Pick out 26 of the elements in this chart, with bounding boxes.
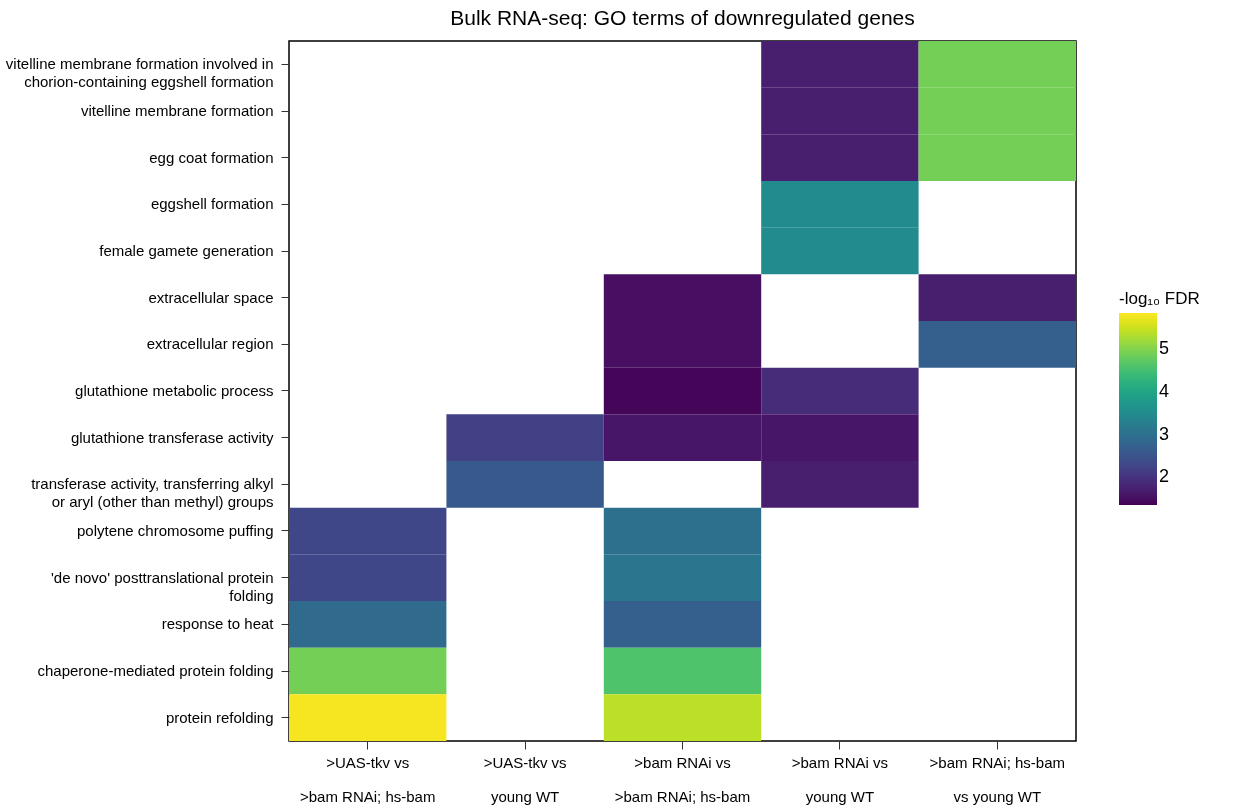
x-tick-label: >bam RNAi vs >bam RNAi; hs-bam — [614, 753, 751, 805]
y-tick-label: vitelline membrane formation involved in chorion-containing eggshell formation — [5, 55, 274, 91]
y-tick-label: extracellular space — [148, 288, 274, 306]
color-bar-label: 4 — [1159, 380, 1170, 401]
color-bar-label: 5 — [1159, 338, 1170, 359]
y-tick-label: transferase activity, transferring alkyl or aryl (other than methyl) groups — [31, 475, 274, 511]
y-tick-label: extracellular region — [146, 335, 274, 353]
x-tick-label: >bam RNAi; hs-bam vs young WT — [929, 753, 1066, 805]
legend-title: -log₁₀ FDR — [1119, 289, 1200, 308]
y-tick-label: chaperone-mediated protein folding — [37, 662, 274, 679]
y-tick-label: egg coat formation — [149, 148, 274, 166]
x-tick-label: >UAS-tkv vs >bam RNAi; hs-bam — [299, 753, 436, 805]
y-tick-label: vitelline membrane formation — [80, 102, 274, 119]
y-tick-label: response to heat — [161, 615, 275, 633]
y-tick-label: protein refolding — [165, 708, 274, 726]
y-tick-label: glutathione transferase activity — [70, 428, 274, 446]
y-tick-label: 'de novo' posttranslational protein folding — [50, 568, 274, 604]
x-tick-label: >bam RNAi vs young WT — [791, 753, 889, 805]
y-tick-label: eggshell formation — [150, 195, 274, 213]
x-tick-label: >UAS-tkv vs young WT — [483, 753, 567, 805]
y-tick-label: female gamete generation — [99, 242, 274, 259]
color-bar-label: 3 — [1159, 423, 1170, 444]
chart-title: Bulk RNA-seq: GO terms of downregulated genes — [450, 6, 915, 29]
color-bar-label: 2 — [1159, 466, 1170, 487]
y-tick-label: polytene chromosome puffing — [76, 522, 274, 539]
y-tick-label: glutathione metabolic process — [75, 382, 274, 399]
